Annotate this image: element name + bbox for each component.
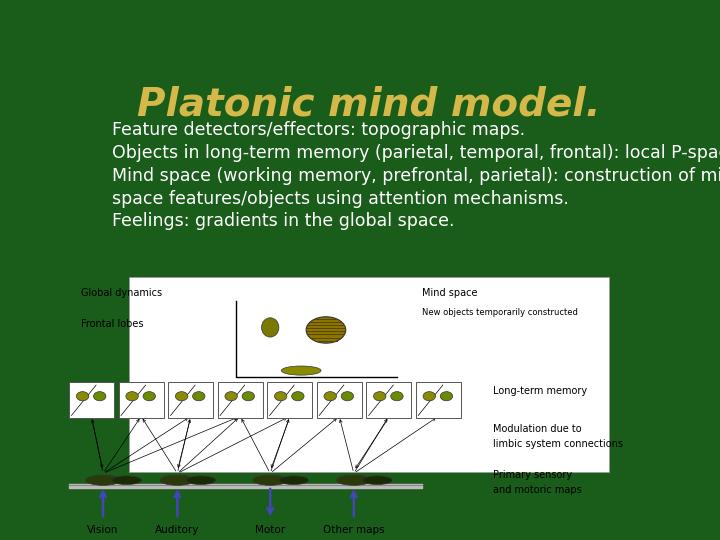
Ellipse shape xyxy=(160,475,194,485)
Ellipse shape xyxy=(374,392,386,401)
Ellipse shape xyxy=(143,392,156,401)
Text: Modulation due to: Modulation due to xyxy=(493,424,582,434)
Bar xyxy=(119,382,163,417)
Ellipse shape xyxy=(282,366,321,375)
Text: Other maps: Other maps xyxy=(323,525,384,535)
Text: Auditory: Auditory xyxy=(155,525,199,535)
Ellipse shape xyxy=(423,392,436,401)
Bar xyxy=(267,382,312,417)
Text: Mind space (working memory, prefrontal, parietal): construction of mind: Mind space (working memory, prefrontal, … xyxy=(112,167,720,185)
Text: Motor: Motor xyxy=(255,525,285,535)
Ellipse shape xyxy=(253,475,287,485)
Ellipse shape xyxy=(261,318,279,337)
Text: limbic system connections: limbic system connections xyxy=(493,439,623,449)
Bar xyxy=(217,382,263,417)
Text: Mind space: Mind space xyxy=(422,288,477,298)
Ellipse shape xyxy=(292,392,304,401)
Ellipse shape xyxy=(279,476,309,484)
Ellipse shape xyxy=(341,392,354,401)
Ellipse shape xyxy=(336,475,371,485)
Ellipse shape xyxy=(225,392,238,401)
Ellipse shape xyxy=(112,476,141,484)
Ellipse shape xyxy=(186,476,216,484)
Ellipse shape xyxy=(126,392,138,401)
Bar xyxy=(69,382,114,417)
Text: Vision: Vision xyxy=(87,525,119,535)
Ellipse shape xyxy=(324,392,336,401)
Text: space features/objects using attention mechanisms.: space features/objects using attention m… xyxy=(112,190,570,207)
Text: Primary sensory: Primary sensory xyxy=(493,470,572,480)
Text: Frontal lobes: Frontal lobes xyxy=(81,319,144,328)
Bar xyxy=(366,382,411,417)
FancyBboxPatch shape xyxy=(129,277,609,472)
Text: Long-term memory: Long-term memory xyxy=(493,386,588,396)
Bar xyxy=(415,382,461,417)
Text: and motoric maps: and motoric maps xyxy=(493,485,582,495)
Ellipse shape xyxy=(274,392,287,401)
Ellipse shape xyxy=(176,392,188,401)
Text: New objects temporarily constructed: New objects temporarily constructed xyxy=(422,308,577,318)
Text: Global dynamics: Global dynamics xyxy=(81,288,163,298)
Ellipse shape xyxy=(192,392,205,401)
Text: Feelings: gradients in the global space.: Feelings: gradients in the global space. xyxy=(112,212,455,231)
Ellipse shape xyxy=(242,392,254,401)
Ellipse shape xyxy=(94,392,106,401)
Ellipse shape xyxy=(306,317,346,343)
Bar xyxy=(168,382,213,417)
Text: Feature detectors/effectors: topographic maps.: Feature detectors/effectors: topographic… xyxy=(112,121,526,139)
Ellipse shape xyxy=(440,392,453,401)
Ellipse shape xyxy=(391,392,403,401)
Ellipse shape xyxy=(86,475,120,485)
Text: Objects in long-term memory (parietal, temporal, frontal): local P-spaces.: Objects in long-term memory (parietal, t… xyxy=(112,144,720,162)
Ellipse shape xyxy=(76,392,89,401)
Text: Platonic mind model.: Platonic mind model. xyxy=(138,85,600,124)
Ellipse shape xyxy=(362,476,392,484)
Bar xyxy=(317,382,362,417)
